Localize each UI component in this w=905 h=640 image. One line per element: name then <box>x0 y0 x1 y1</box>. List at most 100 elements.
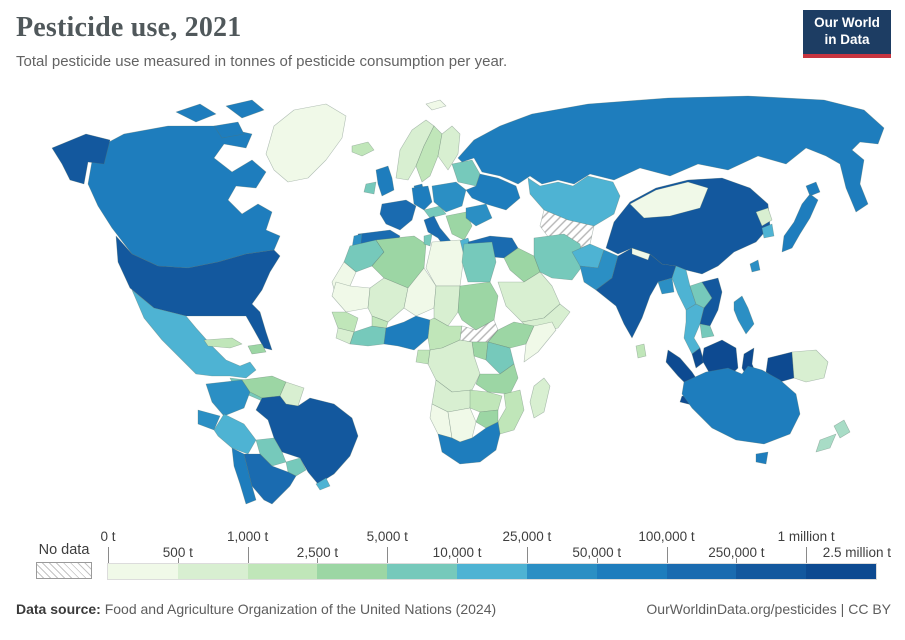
country-paraguay[interactable] <box>285 457 307 477</box>
legend-tick <box>387 547 389 564</box>
country-zambia[interactable] <box>469 389 503 413</box>
country-argentina[interactable] <box>243 453 297 505</box>
country-papua-new-guinea[interactable] <box>791 349 829 383</box>
region-central-europe[interactable] <box>431 181 467 213</box>
legend-tick <box>317 558 319 564</box>
island-svalbard[interactable] <box>425 99 447 111</box>
country-ukraine[interactable] <box>465 173 521 211</box>
country-colombia[interactable] <box>205 379 251 417</box>
country-tunisia[interactable] <box>423 233 433 247</box>
legend-tick-label: 50,000 t <box>572 545 622 560</box>
owid-logo[interactable]: Our World in Data <box>803 10 891 54</box>
legend-tick <box>806 547 808 564</box>
country-chile[interactable] <box>231 447 257 505</box>
country-taiwan[interactable] <box>749 259 761 273</box>
country-philippines[interactable] <box>733 295 755 335</box>
legend-bin-10[interactable] <box>806 564 876 579</box>
legend-bin-2[interactable] <box>247 564 318 579</box>
country-new-zealand[interactable] <box>815 419 851 453</box>
country-greenland[interactable] <box>265 103 347 183</box>
region-west-new-guinea-indonesia[interactable] <box>765 351 795 383</box>
legend-tick-label: 25,000 t <box>502 529 552 544</box>
legend-bin-7[interactable] <box>596 564 667 579</box>
country-germany[interactable] <box>411 185 433 211</box>
island-hispaniola[interactable] <box>247 343 267 355</box>
country-botswana[interactable] <box>447 407 477 443</box>
country-canada-islands[interactable] <box>175 99 265 139</box>
country-south-korea[interactable] <box>761 223 775 239</box>
country-north-korea[interactable] <box>755 207 773 227</box>
region-ivory-coast-ghana[interactable] <box>349 325 387 347</box>
region-guyanas[interactable] <box>279 381 305 407</box>
country-uk[interactable] <box>375 165 395 197</box>
country-nigeria[interactable] <box>383 315 431 351</box>
island-tasmania[interactable] <box>755 451 769 465</box>
country-bangladesh[interactable] <box>657 277 675 295</box>
data-source-text: Food and Agriculture Organization of the… <box>100 601 497 617</box>
country-cuba[interactable] <box>203 337 243 349</box>
country-ireland[interactable] <box>363 181 377 195</box>
country-alaska[interactable] <box>51 133 111 185</box>
legend-tick-label: 1,000 t <box>226 529 269 544</box>
no-data-swatch[interactable] <box>36 562 92 579</box>
country-mongolia[interactable] <box>629 181 709 219</box>
country-mozambique[interactable] <box>497 389 525 435</box>
country-south-africa[interactable] <box>437 421 501 465</box>
region-senegal-guinea[interactable] <box>331 311 359 333</box>
legend-tick-label: 10,000 t <box>432 545 482 560</box>
legend-tick <box>666 547 668 564</box>
country-thailand[interactable] <box>683 303 705 355</box>
country-egypt[interactable] <box>461 241 497 283</box>
region-balkans[interactable] <box>445 211 473 241</box>
page-title: Pesticide use, 2021 <box>16 12 242 43</box>
legend-bin-9[interactable] <box>736 564 807 579</box>
legend-no-data: No data <box>36 542 92 579</box>
country-peru[interactable] <box>213 413 257 455</box>
legend-bin-6[interactable] <box>526 564 597 579</box>
region-romania-bulgaria[interactable] <box>465 203 493 227</box>
legend-bin-1[interactable] <box>177 564 248 579</box>
legend-tick-label: 5,000 t <box>366 529 408 544</box>
legend-tick <box>596 558 598 564</box>
country-france[interactable] <box>379 199 417 231</box>
data-source-note: Data source: Food and Agriculture Organi… <box>16 601 496 617</box>
region-alpine[interactable] <box>423 205 447 219</box>
legend-tick-label: 1 million t <box>777 529 835 544</box>
owid-logo-accent-bar <box>803 54 891 58</box>
country-uruguay[interactable] <box>315 477 331 491</box>
legend-tick <box>526 547 528 564</box>
country-somalia[interactable] <box>523 321 557 363</box>
legend-tick-label: 100,000 t <box>638 529 695 544</box>
country-tanzania[interactable] <box>475 363 519 395</box>
data-source-label: Data source: <box>16 601 101 617</box>
country-australia[interactable] <box>681 365 801 445</box>
chart-footer: Data source: Food and Agriculture Organi… <box>16 601 891 617</box>
legend-bin-0[interactable] <box>108 564 178 579</box>
region-gabon-congo[interactable] <box>415 349 431 365</box>
country-brazil[interactable] <box>255 395 359 485</box>
legend-bin-3[interactable] <box>317 564 388 579</box>
country-cambodia[interactable] <box>699 323 715 339</box>
legend-tick <box>247 547 249 564</box>
legend-bin-4[interactable] <box>387 564 458 579</box>
country-mali[interactable] <box>367 277 409 323</box>
legend-bar-wrap: 0 t 500 t 1,000 t 2,500 t 5,000 t 10,000 t 25,… <box>100 528 891 586</box>
legend-bin-8[interactable] <box>666 564 737 579</box>
country-russia[interactable] <box>457 95 885 213</box>
country-madagascar[interactable] <box>529 377 551 419</box>
country-usa[interactable] <box>115 235 281 351</box>
owid-logo-line1: Our World <box>814 15 880 31</box>
country-finland[interactable] <box>437 125 461 171</box>
country-japan[interactable] <box>781 181 821 253</box>
owid-logo-line2: in Data <box>824 32 870 47</box>
country-iceland[interactable] <box>351 141 375 157</box>
legend-tick-label: 2,500 t <box>296 545 339 560</box>
country-sri-lanka[interactable] <box>635 343 647 359</box>
country-mexico[interactable] <box>131 289 257 379</box>
legend-bin-5[interactable] <box>457 564 527 579</box>
country-iran[interactable] <box>533 233 585 281</box>
country-mauritania[interactable] <box>331 281 371 313</box>
legend-tick-label: 2.5 million t <box>822 545 892 560</box>
owid-citation-link[interactable]: OurWorldinData.org/pesticides | CC BY <box>646 601 891 617</box>
